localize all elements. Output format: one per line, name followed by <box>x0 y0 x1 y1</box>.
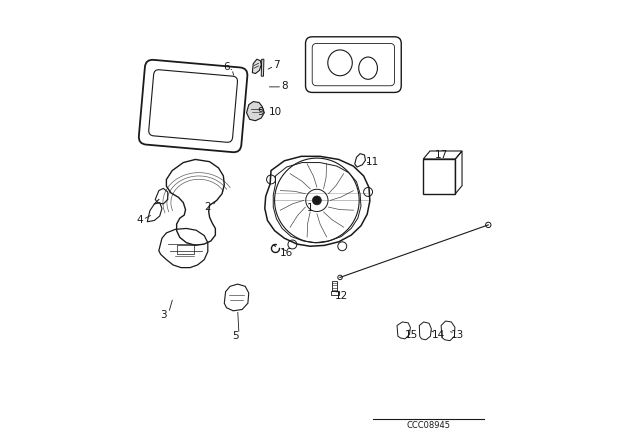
Text: 17: 17 <box>435 150 448 160</box>
Bar <box>331 291 339 295</box>
Text: CCC08945: CCC08945 <box>406 421 450 430</box>
Text: 16: 16 <box>280 248 293 258</box>
Text: 7: 7 <box>273 60 280 69</box>
Text: 15: 15 <box>405 330 419 340</box>
Text: 6.: 6. <box>224 62 234 72</box>
Bar <box>177 246 193 254</box>
Text: 5: 5 <box>232 331 239 341</box>
Text: 8: 8 <box>281 81 288 91</box>
Text: 2: 2 <box>205 202 211 212</box>
Bar <box>423 159 455 194</box>
Text: 12: 12 <box>335 291 348 301</box>
Text: 9: 9 <box>257 107 264 117</box>
Text: 10: 10 <box>269 107 282 117</box>
Text: 13: 13 <box>451 330 464 340</box>
Polygon shape <box>246 102 264 121</box>
Polygon shape <box>252 59 261 73</box>
Bar <box>332 281 337 291</box>
Text: 3: 3 <box>160 310 166 320</box>
Text: 1: 1 <box>307 203 314 213</box>
Polygon shape <box>261 59 264 76</box>
Circle shape <box>312 196 321 205</box>
Text: 4: 4 <box>136 215 143 224</box>
Text: 11: 11 <box>366 157 379 167</box>
Text: 14: 14 <box>431 330 445 340</box>
